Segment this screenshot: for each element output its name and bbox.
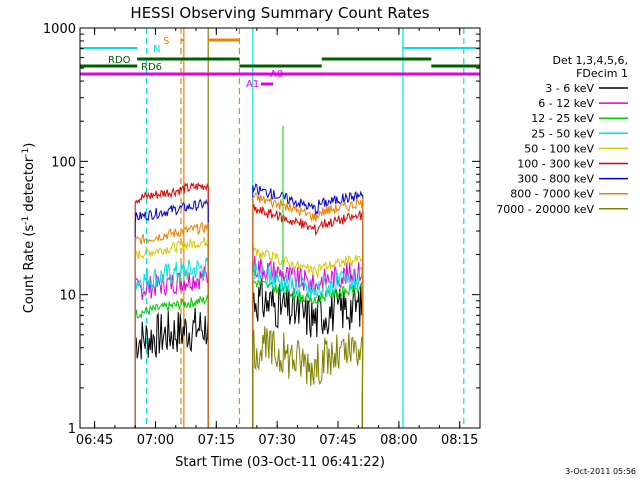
chart-title: HESSI Observing Summary Count Rates	[130, 4, 429, 22]
x-tick-label: 07:30	[258, 433, 295, 448]
series-line	[252, 261, 364, 429]
flag-label-rd6: RD6	[141, 62, 162, 73]
legend-label: 12 - 25 keV	[531, 112, 594, 125]
legend-header-2: FDecim 1	[576, 67, 628, 80]
legend-label: 6 - 12 keV	[538, 97, 594, 110]
series-line	[134, 295, 209, 429]
x-tick-label: 08:00	[380, 433, 417, 448]
y-axis-ticks: 1 10 100 1000	[43, 22, 480, 437]
legend-label: 100 - 300 keV	[517, 158, 594, 171]
series-line	[252, 246, 364, 429]
plot-area: NS RDO RD6 A0 A1	[80, 28, 480, 429]
legend-label: 50 - 100 keV	[524, 142, 594, 155]
series-line	[134, 307, 209, 429]
flag-label-rdo: RDO	[108, 55, 131, 66]
flag-label-n: N	[153, 44, 160, 55]
series-line	[252, 255, 364, 429]
x-axis-ticks: 06:45 07:00 07:15 07:30 07:45 08:00 08:15	[76, 28, 478, 448]
series-line	[134, 222, 209, 429]
flag-label-a1: A1	[246, 79, 259, 90]
legend-label: 300 - 800 keV	[517, 173, 594, 186]
flag-label-s: S	[163, 36, 169, 47]
series-line	[252, 192, 364, 429]
x-tick-label: 07:00	[137, 433, 174, 448]
y-tick-label: 10	[59, 289, 76, 304]
legend-label: 3 - 6 keV	[545, 82, 594, 95]
y-tick-label: 1	[68, 422, 76, 437]
y-tick-label: 1000	[43, 22, 76, 37]
y-tick-label: 100	[51, 155, 76, 170]
x-tick-label: 06:45	[76, 433, 113, 448]
x-axis-label: Start Time (03-Oct-11 06:41:22)	[175, 455, 385, 470]
series-line	[134, 181, 209, 429]
series-line	[252, 278, 364, 429]
series-line	[252, 183, 364, 429]
series-line	[252, 204, 364, 429]
series-line	[252, 278, 364, 429]
legend: Det 1,3,4,5,6, FDecim 1 3 - 6 keV 6 - 12 …	[496, 54, 628, 216]
series-line	[134, 236, 209, 429]
y-axis-label: Count Rate (s-1 detector-1)	[21, 143, 37, 314]
legend-label: 25 - 50 keV	[531, 127, 594, 140]
legend-header-1: Det 1,3,4,5,6,	[552, 54, 628, 67]
series-line	[134, 198, 209, 429]
x-tick-label: 08:15	[441, 433, 478, 448]
footer-date: 3-Oct-2011 05:56	[565, 467, 636, 476]
legend-label: 7000 - 20000 keV	[496, 203, 594, 216]
legend-label: 800 - 7000 keV	[510, 188, 594, 201]
series-line	[134, 256, 209, 429]
flag-label-a0: A0	[270, 69, 283, 80]
x-tick-label: 07:45	[319, 433, 356, 448]
x-tick-label: 07:15	[198, 433, 235, 448]
plot-frame	[79, 27, 481, 429]
series-line	[252, 326, 364, 429]
